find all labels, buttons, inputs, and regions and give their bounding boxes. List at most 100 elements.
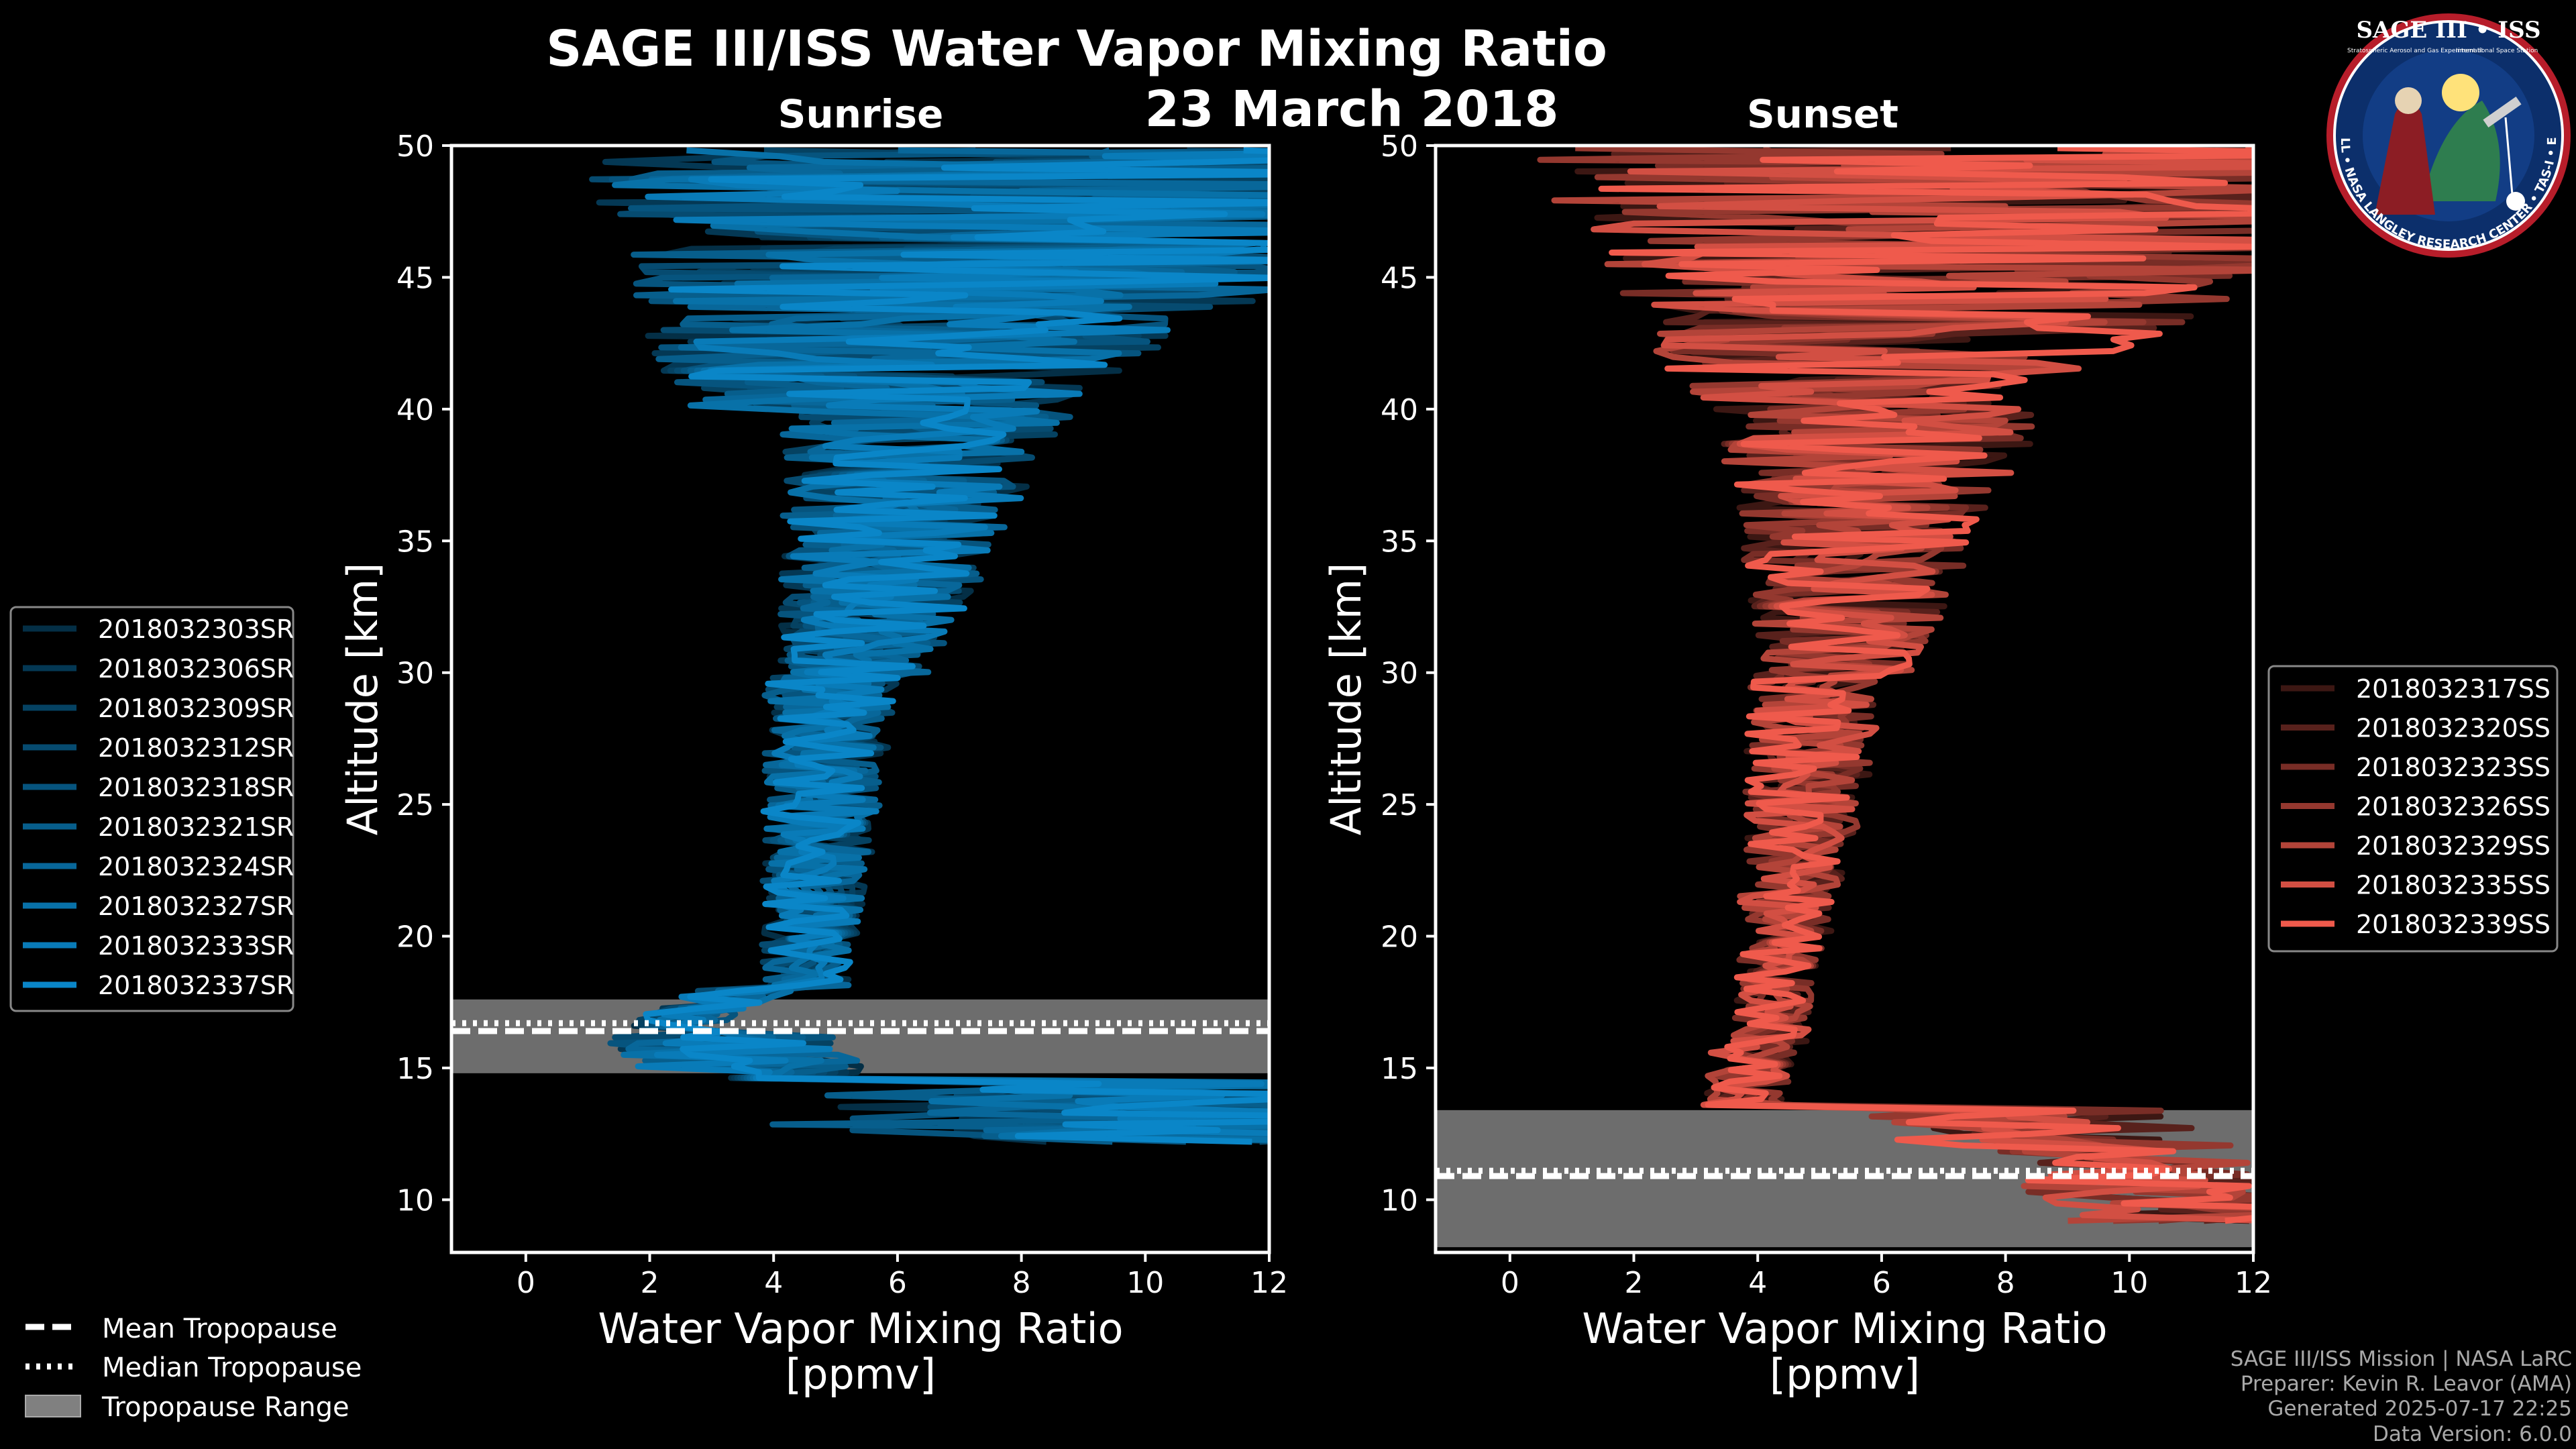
x-tick-label: 8 [1012, 1266, 1031, 1300]
badge-figure-icon [2375, 101, 2435, 215]
legend-label-2018032333SR: 2018032333SR [98, 931, 294, 961]
legend-label-2018032324SR: 2018032324SR [98, 852, 294, 881]
sunset-tropopause-lines [1436, 1167, 2253, 1179]
y-tick-label: 50 [1381, 129, 1418, 164]
y-tick-label: 10 [1381, 1183, 1418, 1218]
profile-line-2018032333SR [635, 150, 1269, 1136]
tropopause-legend: Mean Tropopause Median Tropopause Tropop… [25, 1313, 362, 1423]
x-tick-label: 10 [2110, 1266, 2148, 1300]
y-tick-label: 15 [1381, 1052, 1418, 1086]
sunset-panel: Sunset 0 2 4 6 8 10 12 10 15 20 25 30 35 40 45 50 Wate… [1322, 91, 2272, 1399]
tropopause-range-swatch [25, 1395, 81, 1417]
badge-subtitle-2: International Space Station [2456, 48, 2538, 54]
tropopause-range-label: Tropopause Range [101, 1392, 350, 1423]
profile-line-2018032323SS [1619, 146, 2253, 1224]
y-tick-label: 35 [396, 525, 434, 559]
x-tick-label: 2 [641, 1266, 659, 1300]
figure-title: SAGE III/ISS Water Vapor Mixing Ratio [546, 20, 1607, 78]
badge-earth-icon [2422, 101, 2500, 201]
x-tick-label: 0 [1501, 1266, 1519, 1300]
sunset-x-ticks: 0 2 4 6 8 10 12 [1501, 1252, 2272, 1300]
badge-title: SAGE III • ISS [2356, 17, 2540, 44]
legend-label-2018032321SR: 2018032321SR [98, 812, 294, 842]
sunset-profiles [1537, 146, 2253, 1224]
badge-sun-icon [2442, 74, 2479, 111]
sunrise-y-axis-label: Altitude [km] [338, 563, 387, 836]
y-tick-label: 20 [396, 920, 434, 955]
legend-label-2018032317SS: 2018032317SS [2356, 674, 2551, 704]
sunset-x-axis-unit: [ppmv] [1770, 1350, 1920, 1399]
sunrise-legend-box [9, 606, 294, 1012]
legend-label-2018032335SS: 2018032335SS [2356, 871, 2551, 900]
sunrise-panel: Sunrise 0 2 4 6 8 10 12 10 15 20 25 30 35 40 45 50 Wat… [338, 91, 1288, 1399]
mean-tropopause-label: Mean Tropopause [102, 1313, 337, 1344]
x-tick-label: 6 [1872, 1266, 1891, 1300]
badge-moon-icon [2506, 192, 2525, 211]
figure-date: 23 March 2018 [1144, 80, 1558, 138]
legend-label-2018032326SS: 2018032326SS [2356, 792, 2551, 822]
legend-label-2018032323SS: 2018032323SS [2356, 753, 2551, 782]
median-tropopause-label: Median Tropopause [102, 1352, 362, 1383]
x-tick-label: 2 [1625, 1266, 1644, 1300]
legend-label-2018032318SR: 2018032318SR [98, 773, 294, 802]
badge-head-icon [2395, 87, 2422, 114]
y-tick-label: 10 [396, 1183, 434, 1218]
y-tick-label: 20 [1381, 920, 1418, 955]
sunset-legend-box [2267, 665, 2559, 953]
badge-station-icon [2483, 97, 2522, 127]
profile-line-2018032339SS [1598, 146, 2253, 1224]
badge-beam [2504, 117, 2514, 195]
sunrise-x-axis-unit: [ppmv] [786, 1350, 936, 1399]
legend-label-2018032320SS: 2018032320SS [2356, 714, 2551, 743]
sunrise-legend: 2018032303SR 2018032306SR 2018032309SR 2018… [9, 606, 294, 1012]
x-tick-label: 0 [517, 1266, 535, 1300]
x-tick-label: 8 [1996, 1266, 2015, 1300]
profile-line-2018032337SR [643, 147, 1269, 1145]
sunrise-tropopause-range [451, 999, 1269, 1073]
legend-label-2018032339SS: 2018032339SS [2356, 910, 2551, 939]
legend-label-2018032303SR: 2018032303SR [98, 614, 294, 644]
x-tick-label: 4 [1748, 1266, 1767, 1300]
sunset-legend: 2018032317SS 2018032320SS 2018032323SS 2018… [2267, 665, 2559, 953]
sunrise-profiles [589, 147, 1269, 1145]
y-tick-label: 50 [396, 129, 434, 164]
x-tick-label: 12 [1250, 1266, 1288, 1300]
legend-label-2018032327SR: 2018032327SR [98, 892, 294, 921]
legend-label-2018032306SR: 2018032306SR [98, 654, 294, 684]
sunrise-y-ticks: 10 15 20 25 30 35 40 45 50 [396, 129, 451, 1218]
y-tick-label: 25 [396, 788, 434, 822]
y-tick-label: 30 [396, 657, 434, 691]
sunrise-tropopause-lines [451, 1020, 1269, 1034]
y-tick-label: 15 [396, 1052, 434, 1086]
credit-mission: SAGE III/ISS Mission | NASA LaRC [2231, 1347, 2572, 1371]
x-tick-label: 4 [764, 1266, 783, 1300]
y-tick-label: 40 [1381, 393, 1418, 427]
x-tick-label: 10 [1126, 1266, 1164, 1300]
legend-label-2018032309SR: 2018032309SR [98, 694, 294, 723]
sunset-plot-frame [1434, 144, 2255, 1254]
y-tick-label: 45 [1381, 261, 1418, 295]
y-tick-label: 45 [396, 261, 434, 295]
sunrise-subplot-title: Sunrise [778, 91, 944, 137]
sunrise-plot-frame [449, 144, 1271, 1254]
profile-line-2018032327SR [612, 147, 1269, 1143]
sunset-y-ticks: 10 15 20 25 30 35 40 45 50 [1381, 129, 1436, 1218]
y-tick-label: 25 [1381, 788, 1418, 822]
badge-subtitle-1: Stratospheric Aerosol and Gas Experiment… [2347, 48, 2483, 54]
sunset-x-axis-label: Water Vapor Mixing Ratio [1582, 1304, 2107, 1353]
sunset-y-axis-label: Altitude [km] [1322, 563, 1371, 836]
credit-preparer: Preparer: Kevin R. Leavor (AMA) [2241, 1372, 2572, 1396]
legend-label-2018032337SR: 2018032337SR [98, 971, 294, 1000]
profile-line-2018032329SS [1551, 148, 2253, 1224]
credits: SAGE III/ISS Mission | NASA LaRC Prepare… [2231, 1347, 2572, 1446]
sunrise-x-axis-label: Water Vapor Mixing Ratio [598, 1304, 1123, 1353]
x-tick-label: 12 [2235, 1266, 2272, 1300]
legend-label-2018032312SR: 2018032312SR [98, 733, 294, 763]
tropopause-range-band [451, 999, 1269, 1073]
legend-label-2018032329SS: 2018032329SS [2356, 831, 2551, 861]
x-tick-label: 6 [888, 1266, 907, 1300]
sunrise-x-ticks: 0 2 4 6 8 10 12 [517, 1252, 1288, 1300]
y-tick-label: 30 [1381, 657, 1418, 691]
credit-data-version: Data Version: 6.0.0 [2373, 1422, 2572, 1446]
